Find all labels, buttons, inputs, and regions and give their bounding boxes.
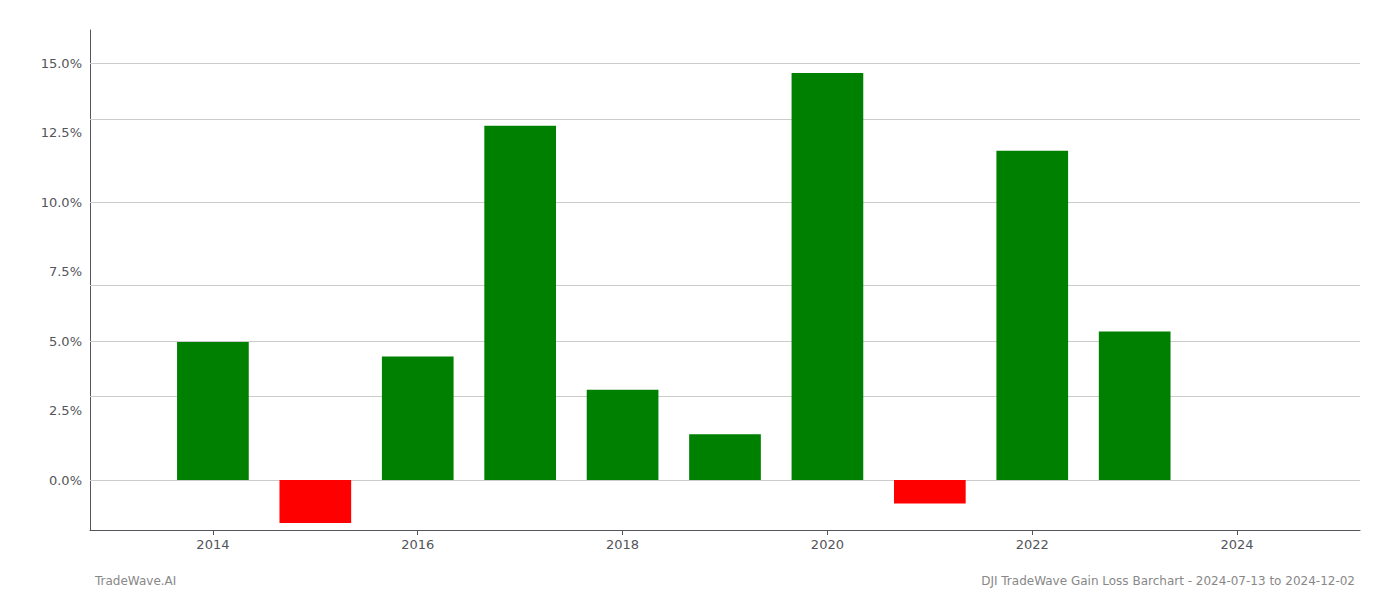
svg-text:2016: 2016 xyxy=(401,537,434,552)
svg-text:7.5%: 7.5% xyxy=(49,264,82,279)
svg-text:DJI TradeWave Gain Loss Barcha: DJI TradeWave Gain Loss Barchart - 2024-… xyxy=(981,574,1355,588)
svg-text:2014: 2014 xyxy=(196,537,229,552)
svg-text:15.0%: 15.0% xyxy=(41,56,82,71)
svg-text:2.5%: 2.5% xyxy=(49,403,82,418)
svg-text:2022: 2022 xyxy=(1016,537,1049,552)
svg-text:TradeWave.AI: TradeWave.AI xyxy=(94,574,176,588)
svg-text:2020: 2020 xyxy=(811,537,844,552)
svg-text:0.0%: 0.0% xyxy=(49,473,82,488)
svg-text:5.0%: 5.0% xyxy=(49,334,82,349)
svg-text:10.0%: 10.0% xyxy=(41,195,82,210)
svg-text:2024: 2024 xyxy=(1221,537,1254,552)
svg-text:12.5%: 12.5% xyxy=(41,125,82,140)
svg-text:2018: 2018 xyxy=(606,537,639,552)
